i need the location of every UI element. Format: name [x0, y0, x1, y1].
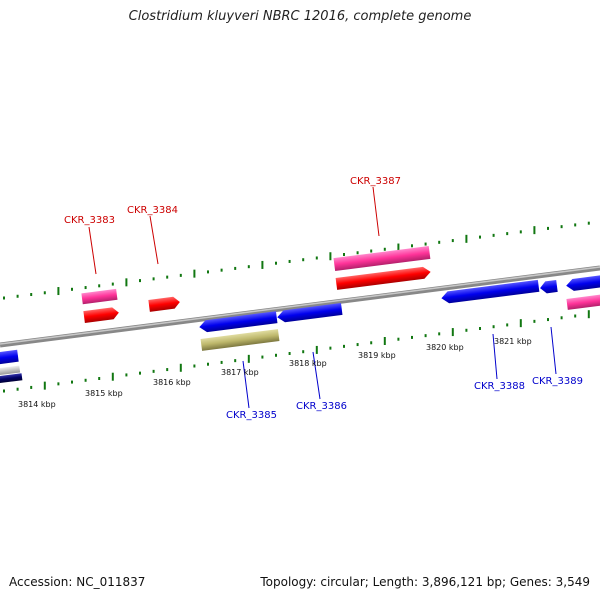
gene-ckr-3385[interactable]	[199, 311, 278, 333]
accession-text: Accession: NC_011837	[9, 575, 146, 589]
forward-scale-ticks	[3, 221, 590, 300]
gene-edge-blue[interactable]	[565, 274, 600, 292]
genome-backbone	[0, 265, 600, 348]
gene-ckr-3383-upper[interactable]	[81, 288, 118, 305]
gene-label-ckr-3389[interactable]: CKR_3389	[532, 376, 583, 387]
gene-ckr-3387[interactable]	[335, 266, 432, 290]
gene-label-ckr-3383[interactable]: CKR_3383	[64, 215, 115, 226]
gene-ckr-3388[interactable]	[441, 279, 540, 304]
gene-left-grey[interactable]	[0, 365, 21, 376]
genome-title: Clostridium kluyveri NBRC 12016, complet…	[128, 9, 472, 24]
gene-left-navy[interactable]	[0, 373, 23, 384]
label-leaders	[88, 186, 557, 409]
scale-label: 3818 kbp	[289, 359, 327, 368]
gene-edge-pink[interactable]	[566, 293, 600, 310]
gene-ckr-3386[interactable]	[277, 302, 343, 323]
reverse-scale-ticks	[3, 310, 590, 393]
scale-label: 3815 kbp	[85, 389, 123, 398]
scale-labels: 3814 kbp 3815 kbp 3816 kbp 3817 kbp 3818…	[18, 337, 532, 409]
scale-label: 3820 kbp	[426, 343, 464, 352]
gene-label-ckr-3388[interactable]: CKR_3388	[474, 381, 525, 392]
scale-label: 3814 kbp	[18, 400, 56, 409]
gene-ckr-3383[interactable]	[83, 307, 119, 323]
scale-label: 3819 kbp	[358, 351, 396, 360]
gene-label-ckr-3387[interactable]: CKR_3387	[350, 176, 401, 187]
scale-label: 3816 kbp	[153, 378, 191, 387]
gene-labels: CKR_3383 CKR_3384 CKR_3387 CKR_3385 CKR_…	[64, 176, 583, 421]
gene-ckr-3385-pseudo[interactable]	[200, 329, 280, 351]
gene-ckr-3387-upper[interactable]	[333, 245, 431, 272]
forward-genes	[81, 245, 600, 323]
gene-label-ckr-3386[interactable]: CKR_3386	[296, 401, 347, 412]
genome-info-text: Topology: circular; Length: 3,896,121 bp…	[260, 575, 590, 589]
gene-label-ckr-3384[interactable]: CKR_3384	[127, 205, 178, 216]
gene-left-blue[interactable]	[0, 349, 19, 365]
scale-label: 3821 kbp	[494, 337, 532, 346]
gene-label-ckr-3385[interactable]: CKR_3385	[226, 410, 277, 421]
scale-label: 3817 kbp	[221, 368, 259, 377]
reverse-genes	[0, 274, 600, 384]
gene-ckr-3384[interactable]	[148, 296, 180, 312]
gene-ckr-3389[interactable]	[539, 280, 558, 294]
